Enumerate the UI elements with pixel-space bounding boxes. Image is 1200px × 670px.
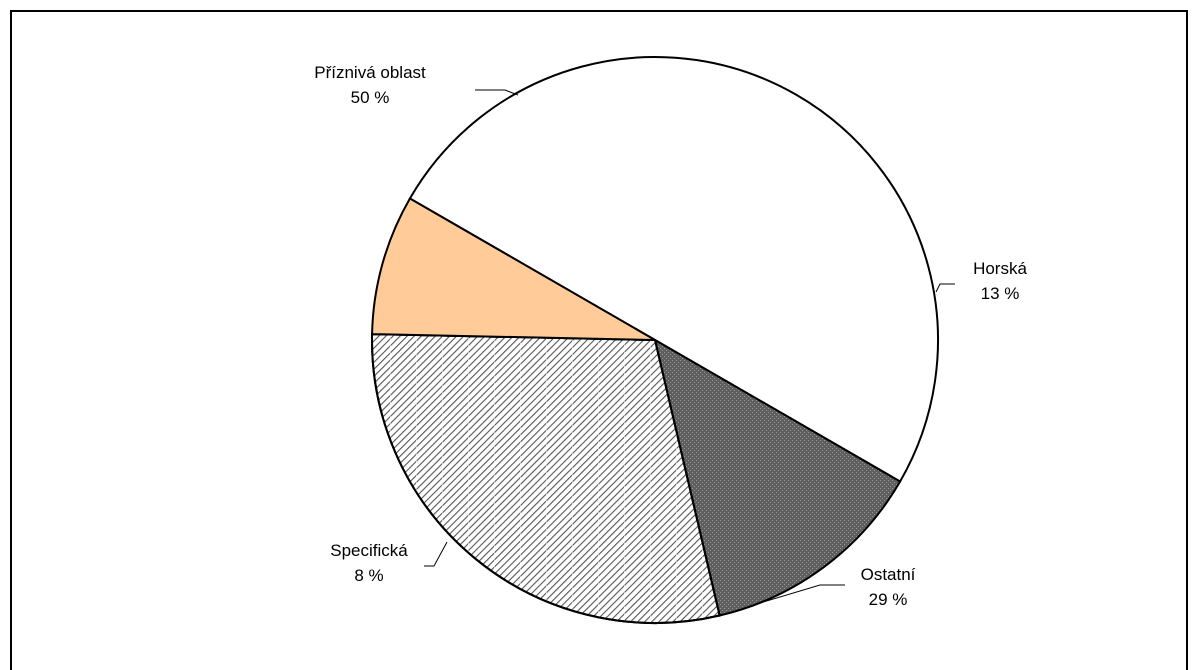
slice-value-prizniva-oblast: 50 % (351, 88, 390, 107)
leader-line-ostatni (759, 584, 845, 604)
pie-slice-horska (653, 337, 902, 617)
slice-label-prizniva-oblast: Příznivá oblast (314, 63, 426, 82)
pie-slice-specificka (371, 197, 656, 341)
slice-label-horska: Horská (973, 259, 1027, 278)
slice-value-ostatni: 29 % (869, 590, 908, 609)
pie-slice-overlay-ostatni (371, 333, 721, 624)
slice-value-horska: 13 % (981, 284, 1020, 303)
slice-label-ostatni: Ostatní (861, 565, 916, 584)
pie-slice-prizniva-oblast (408, 56, 939, 483)
leader-line-prizniva-oblast (475, 89, 519, 96)
leader-line-horska (935, 283, 955, 293)
slice-label-specificka: Specifická (330, 541, 408, 560)
leader-line-specificka (424, 541, 448, 567)
slice-value-specificka: 8 % (354, 566, 383, 585)
